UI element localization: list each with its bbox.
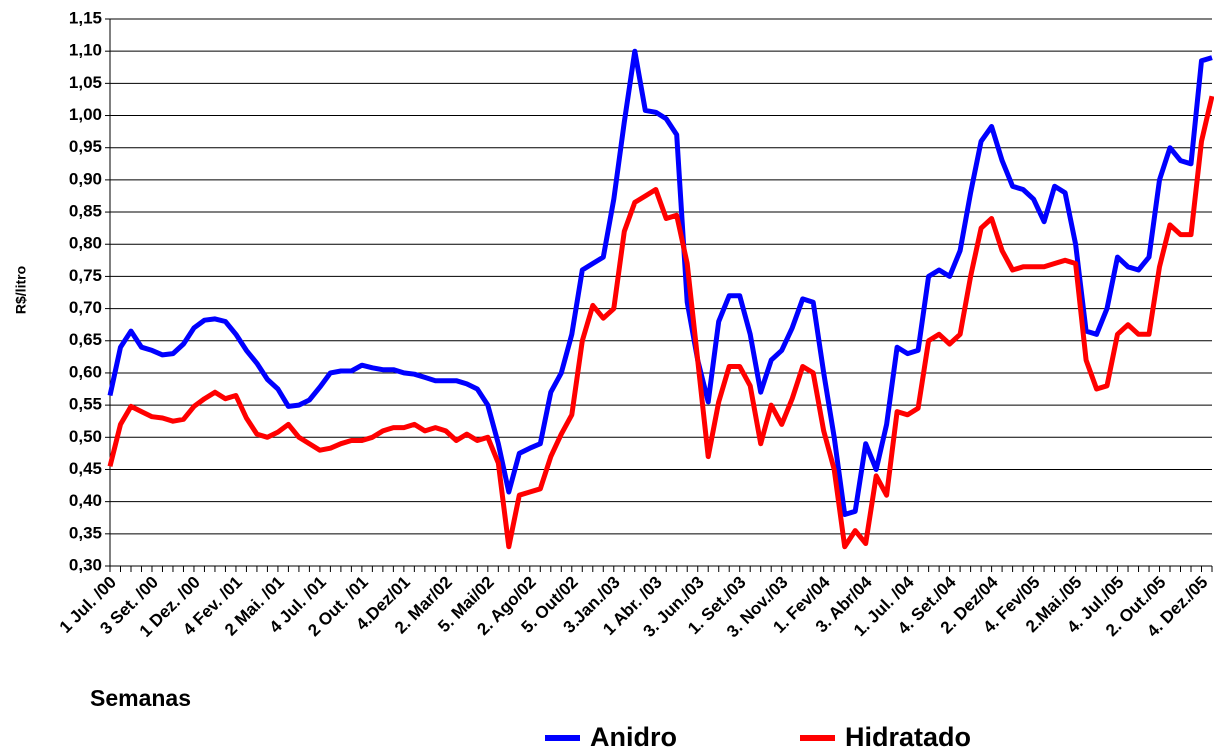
y-tick-label: 0,40	[69, 491, 102, 510]
y-tick-label: 0,70	[69, 298, 102, 317]
y-tick-label: 0,75	[69, 266, 102, 285]
y-tick-label: 1,10	[69, 41, 102, 60]
y-tick-label: 0,35	[69, 523, 102, 542]
y-tick-label: 0,90	[69, 169, 102, 188]
series-line	[107, 48, 1213, 517]
y-tick-label: 0,95	[69, 137, 102, 156]
y-tick-label: 0,80	[69, 234, 102, 253]
y-tick-label: 1,00	[69, 105, 102, 124]
y-tick-label: 1,15	[69, 8, 102, 27]
y-tick-label: 0,55	[69, 395, 102, 414]
x-axis-label: Semanas	[90, 685, 191, 711]
y-tick-label: 0,60	[69, 362, 102, 381]
series-line	[107, 95, 1214, 550]
legend-label: Anidro	[590, 722, 677, 752]
y-tick-label: 0,50	[69, 427, 102, 446]
y-tick-label: 0,85	[69, 202, 102, 221]
y-tick-label: 0,30	[69, 555, 102, 574]
y-tick-label: 0,65	[69, 330, 102, 349]
legend-label: Hidratado	[845, 722, 971, 752]
y-tick-label: 1,05	[69, 73, 102, 92]
y-axis-label: R$/litro	[13, 266, 29, 314]
y-tick-label: 0,45	[69, 459, 102, 478]
